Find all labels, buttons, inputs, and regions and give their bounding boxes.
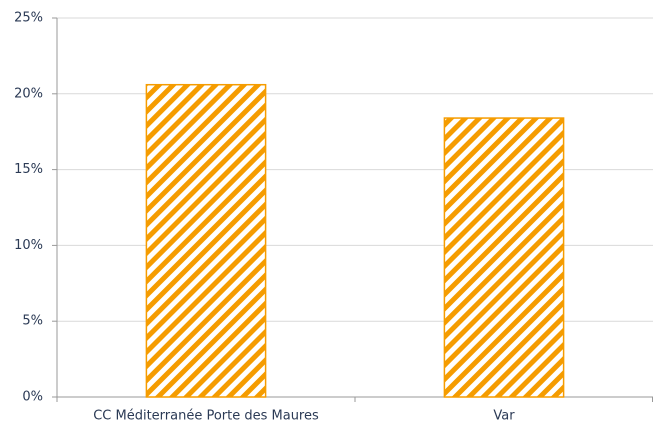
bar bbox=[443, 117, 565, 398]
y-tick-label: 20% bbox=[14, 86, 43, 101]
bar bbox=[145, 83, 267, 398]
x-tick-label: CC Méditerranée Porte des Maures bbox=[93, 409, 319, 424]
y-tick-label: 5% bbox=[22, 314, 43, 329]
y-tick-label: 10% bbox=[14, 238, 43, 253]
y-tick-label: 0% bbox=[22, 390, 43, 405]
x-tick-label: Var bbox=[493, 409, 515, 424]
y-tick-label: 25% bbox=[14, 11, 43, 26]
y-tick-label: 15% bbox=[14, 162, 43, 177]
